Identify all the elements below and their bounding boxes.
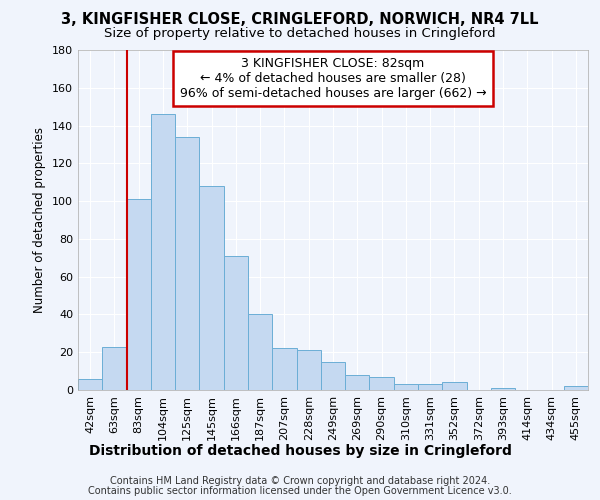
Bar <box>272 348 296 390</box>
Bar <box>321 362 345 390</box>
Bar <box>345 375 370 390</box>
Bar <box>564 386 588 390</box>
Bar <box>127 199 151 390</box>
Text: Contains HM Land Registry data © Crown copyright and database right 2024.: Contains HM Land Registry data © Crown c… <box>110 476 490 486</box>
Text: Distribution of detached houses by size in Cringleford: Distribution of detached houses by size … <box>89 444 511 458</box>
Text: 3 KINGFISHER CLOSE: 82sqm
← 4% of detached houses are smaller (28)
96% of semi-d: 3 KINGFISHER CLOSE: 82sqm ← 4% of detach… <box>179 57 487 100</box>
Bar <box>102 346 127 390</box>
Bar <box>78 378 102 390</box>
Bar <box>224 256 248 390</box>
Bar <box>199 186 224 390</box>
Bar <box>394 384 418 390</box>
Text: 3, KINGFISHER CLOSE, CRINGLEFORD, NORWICH, NR4 7LL: 3, KINGFISHER CLOSE, CRINGLEFORD, NORWIC… <box>61 12 539 28</box>
Text: Contains public sector information licensed under the Open Government Licence v3: Contains public sector information licen… <box>88 486 512 496</box>
Bar <box>248 314 272 390</box>
Y-axis label: Number of detached properties: Number of detached properties <box>34 127 46 313</box>
Text: Size of property relative to detached houses in Cringleford: Size of property relative to detached ho… <box>104 28 496 40</box>
Bar <box>151 114 175 390</box>
Bar <box>491 388 515 390</box>
Bar <box>370 377 394 390</box>
Bar <box>296 350 321 390</box>
Bar <box>442 382 467 390</box>
Bar <box>175 137 199 390</box>
Bar <box>418 384 442 390</box>
